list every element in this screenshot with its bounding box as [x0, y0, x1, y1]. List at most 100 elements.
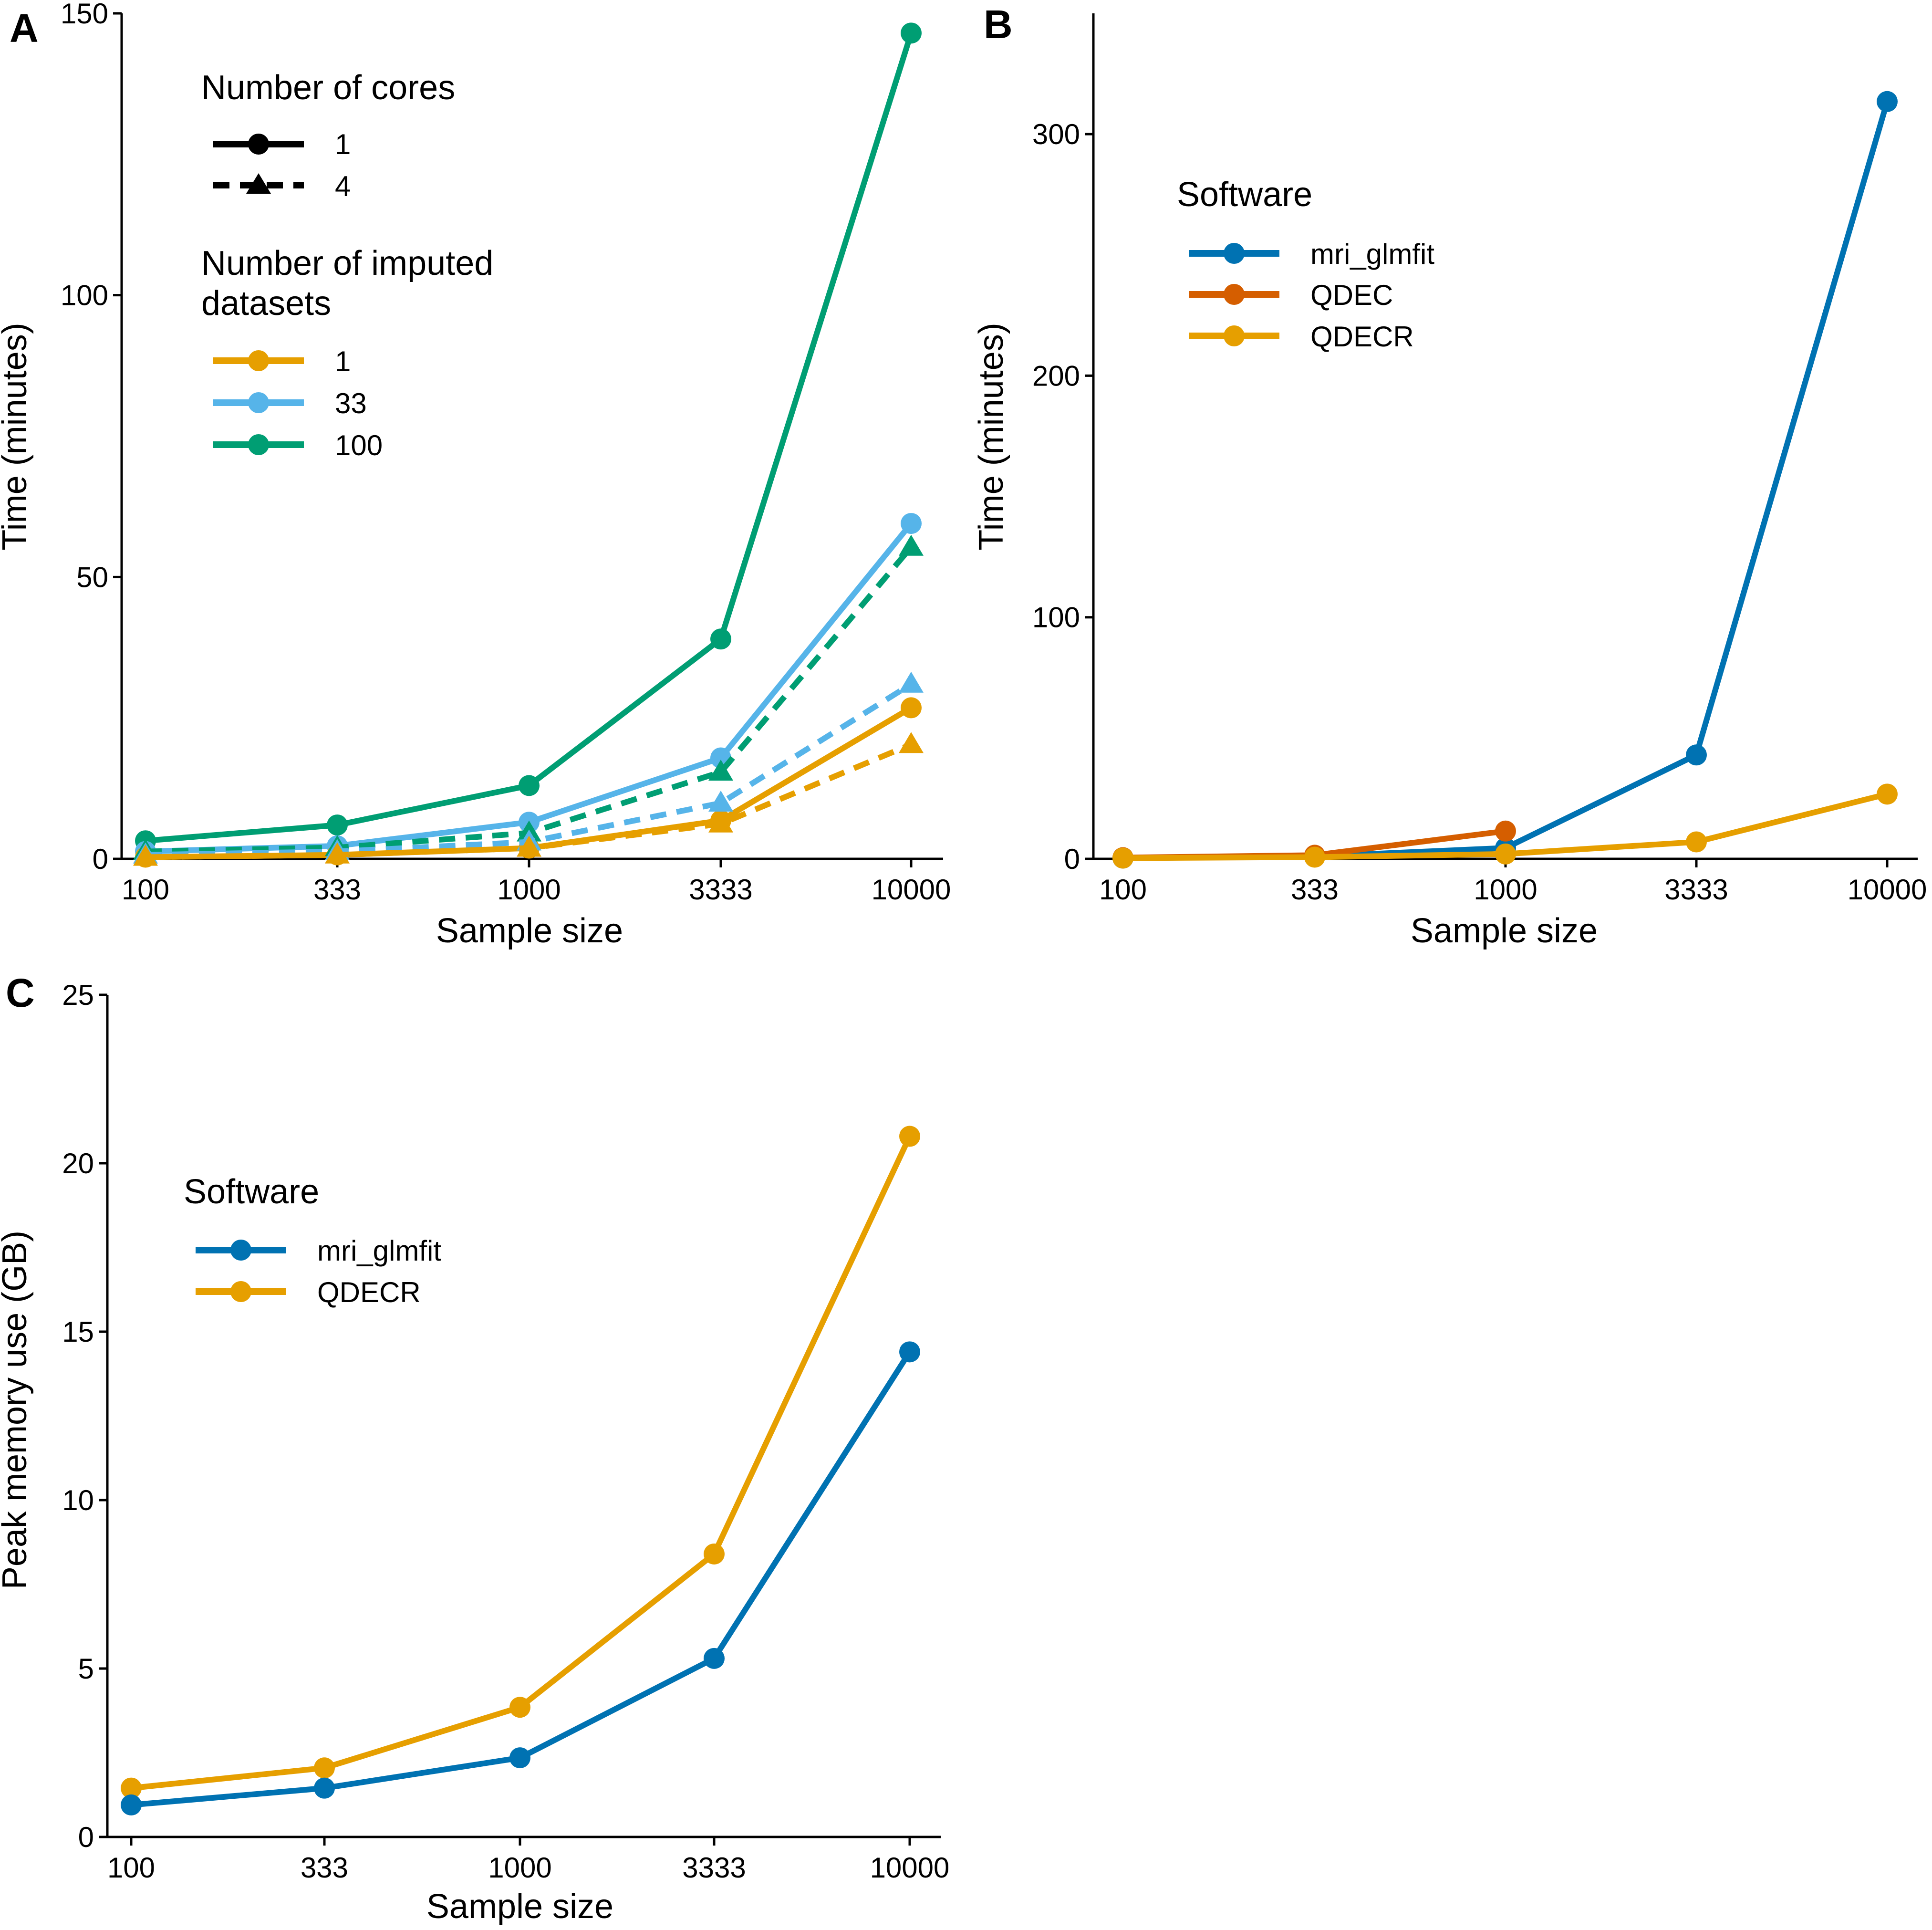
panel-a-point-100-datasets-1-core: [710, 628, 731, 650]
panel-c-y-tick-label: 10: [62, 1484, 94, 1516]
panel-c-point-mri-glmfit: [121, 1794, 142, 1815]
legend-cores-title: Number of cores: [201, 69, 455, 107]
legend-datasets-title-line2: datasets: [201, 284, 331, 323]
panel-a-point-100-datasets-4-cores: [708, 760, 733, 781]
panel-c-x-tick-label: 1000: [488, 1852, 551, 1884]
panel-a-point-1-dataset-1-core: [901, 697, 922, 719]
panel-c-legend-mri-glmfit-label: mri_glmfit: [317, 1235, 441, 1267]
panel-c-x-axis-title: Sample size: [426, 1888, 613, 1926]
panel-c-series-line-mri-glmfit: [131, 1350, 913, 1808]
panel-a: A 0 50 100 150 100 333 1000 3333 10000 Sample si…: [0, 0, 951, 950]
panel-b-x-tick-label: 100: [1099, 874, 1147, 906]
panel-a-x-tick-label: 1000: [497, 874, 561, 906]
panel-c-legend-mri-glmfit-marker: [230, 1240, 251, 1261]
panel-c-point-mri-glmfit: [314, 1777, 335, 1799]
legend-cores-1-marker: [248, 134, 269, 155]
legend-datasets-33-marker: [248, 392, 269, 413]
panel-a-x-tick-label: 10000: [872, 874, 951, 906]
panel-c-point-mri-glmfit: [899, 1341, 920, 1363]
legend-datasets-title-line1: Number of imputed: [201, 244, 493, 282]
panel-b-y-tick-label: 100: [1032, 602, 1080, 634]
panel-b-x-tick-label: 1000: [1474, 874, 1537, 906]
panel-a-y-tick-label: 100: [61, 280, 108, 312]
panel-a-point-1-dataset-4-cores: [708, 811, 733, 833]
panel-c-x-tick-label: 10000: [870, 1852, 950, 1884]
panel-a-point-33-datasets-4-cores: [899, 671, 924, 693]
panel-a-legend: Number of cores 1 4 Number of imputed da…: [201, 69, 493, 461]
panel-c-axes: 0 5 10 15 20 25 100 333 1000 3333 10000: [62, 979, 949, 1884]
legend-datasets-100-label: 100: [335, 429, 383, 461]
panel-c-legend-qdecr-label: QDECR: [317, 1276, 421, 1308]
panel-a-point-33-datasets-4-cores: [708, 791, 733, 812]
panel-b-y-tick-label: 200: [1032, 360, 1080, 392]
panel-c-point-mri-glmfit: [704, 1648, 725, 1669]
panel-c: C 0 5 10 15 20 25 100 333 1000 3333 10000 Sample s…: [0, 970, 949, 1926]
panel-a-point-100-datasets-1-core: [519, 775, 540, 796]
panel-a-x-tick-label: 333: [313, 874, 361, 906]
panel-b-letter: B: [984, 2, 1013, 47]
legend-cores-4-label: 4: [335, 170, 351, 202]
legend-cores-1-label: 1: [335, 128, 351, 160]
panel-c-point-qdecr: [899, 1126, 920, 1147]
legend-cores-4-marker: [246, 173, 271, 194]
panel-a-y-tick-label: 0: [93, 843, 108, 875]
legend-datasets-100-marker: [248, 434, 269, 455]
panel-c-point-mri-glmfit: [509, 1747, 530, 1769]
panel-c-point-qdecr: [314, 1757, 335, 1779]
legend-datasets-1-label: 1: [335, 345, 351, 377]
panel-b-series-line-mri-glmfit: [1122, 101, 1890, 861]
panel-c-legend-qdecr-marker: [230, 1281, 251, 1302]
panel-c-point-qdecr: [509, 1697, 530, 1718]
panel-c-y-tick-label: 15: [62, 1316, 94, 1348]
panel-b-y-tick-label: 0: [1064, 843, 1080, 875]
panel-b-legend: Software mri_glmfit QDEC QDECR: [1177, 176, 1434, 353]
panel-a-axes: 0 50 100 150 100 333 1000 3333 10000: [61, 0, 951, 906]
panel-b-point-qdecr: [1877, 783, 1898, 805]
panel-a-y-axis-title: Time (minutes): [0, 323, 34, 550]
panel-b-point-mri-glmfit: [1686, 744, 1707, 766]
panel-b-legend-mri-glmfit-marker: [1224, 243, 1245, 264]
legend-datasets-1-marker: [248, 350, 269, 371]
panel-c-x-tick-label: 333: [301, 1852, 348, 1884]
panel-b-axes: 0 100 200 300 100 333 1000 3333 10000: [1032, 13, 1927, 906]
panel-b-legend-title: Software: [1177, 176, 1312, 214]
panel-b-series: [1112, 91, 1898, 869]
panel-c-point-qdecr: [121, 1777, 142, 1799]
panel-b-legend-qdec-label: QDEC: [1310, 279, 1393, 311]
panel-b-point-qdecr: [1686, 831, 1707, 853]
panel-a-point-1-dataset-4-cores: [899, 732, 924, 753]
panel-c-legend-title: Software: [184, 1173, 319, 1211]
panel-b-legend-qdec-marker: [1224, 284, 1245, 305]
panel-a-series-line-33-datasets-1-core: [145, 522, 914, 855]
panel-a-x-tick-label: 3333: [689, 874, 752, 906]
panel-a-point-1-dataset-4-cores: [517, 835, 541, 857]
panel-a-point-100-datasets-1-core: [901, 22, 922, 44]
panel-b-point-qdec: [1495, 820, 1516, 842]
panel-b-y-tick-label: 300: [1032, 118, 1080, 150]
panel-c-series-line-qdecr: [131, 1135, 913, 1791]
panel-c-y-tick-label: 5: [78, 1653, 94, 1685]
panel-a-letter: A: [10, 6, 39, 51]
panel-b-point-qdecr: [1304, 846, 1325, 868]
panel-a-point-1-dataset-4-cores: [325, 842, 350, 864]
panel-a-x-tick-label: 100: [122, 874, 169, 906]
panel-b-point-qdecr: [1112, 847, 1133, 869]
panel-a-point-33-datasets-1-core: [901, 513, 922, 534]
panel-a-point-100-datasets-1-core: [327, 814, 348, 836]
panel-a-y-tick-label: 50: [76, 561, 108, 593]
panel-b-y-axis-title: Time (minutes): [972, 323, 1010, 550]
panel-a-series-line-100-datasets-4-cores: [145, 545, 914, 855]
panel-c-letter: C: [6, 970, 35, 1015]
panel-a-point-100-datasets-4-cores: [899, 534, 924, 556]
panel-b: B 0 100 200 300 100 333 1000 3333 10000 Sample s…: [972, 2, 1927, 950]
panel-b-x-tick-label: 3333: [1664, 874, 1728, 906]
panel-b-point-mri-glmfit: [1877, 91, 1898, 112]
panel-a-point-1-dataset-4-cores: [133, 845, 158, 866]
panel-b-legend-mri-glmfit-label: mri_glmfit: [1310, 238, 1434, 270]
panel-b-point-qdecr: [1495, 843, 1516, 865]
panel-b-legend-qdecr-marker: [1224, 325, 1245, 346]
panel-a-series: [133, 22, 924, 868]
legend-datasets-33-label: 33: [335, 387, 367, 419]
panel-c-y-tick-label: 25: [62, 979, 94, 1011]
